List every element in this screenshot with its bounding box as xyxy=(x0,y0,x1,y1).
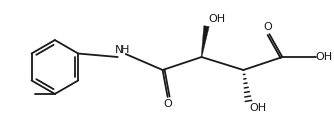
Text: O: O xyxy=(263,22,272,32)
Polygon shape xyxy=(201,26,209,57)
Text: OH: OH xyxy=(208,14,225,24)
Text: OH: OH xyxy=(316,52,333,62)
Text: O: O xyxy=(163,99,172,109)
Text: N: N xyxy=(115,45,123,55)
Text: OH: OH xyxy=(250,103,267,113)
Text: H: H xyxy=(121,45,129,55)
